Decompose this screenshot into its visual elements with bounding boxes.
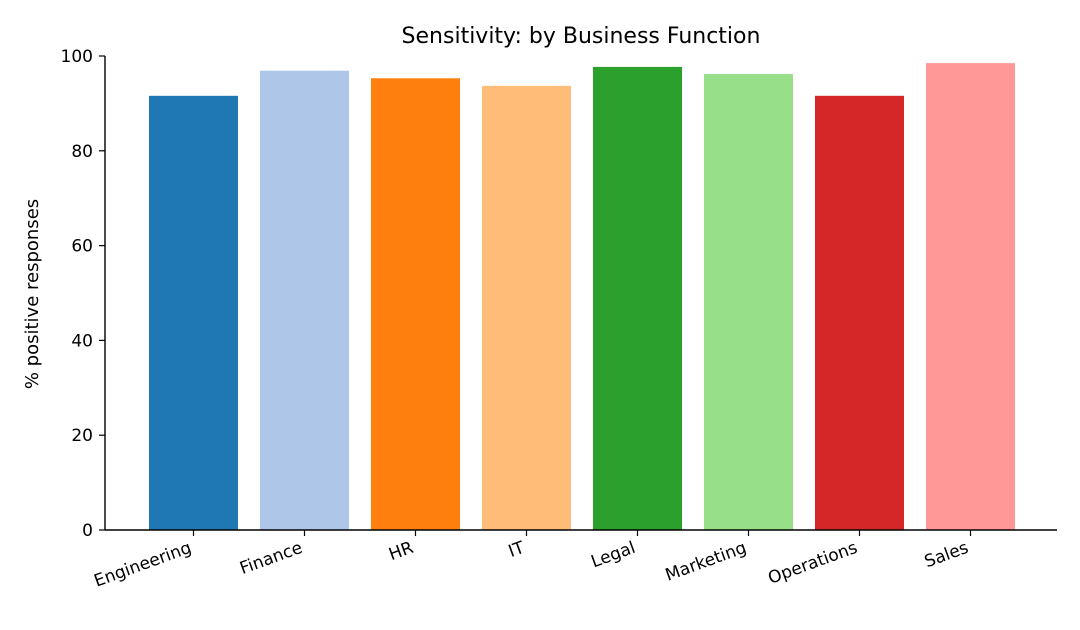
bar-operations [815, 95, 904, 530]
x-tick-label-operations: Operations [766, 538, 861, 589]
x-tick-label-marketing: Marketing [663, 538, 749, 586]
x-tick-label-hr: HR [386, 538, 416, 565]
bar-marketing [704, 74, 793, 530]
x-tick-label-engineering: Engineering [92, 538, 195, 592]
x-tick-label-finance: Finance [237, 538, 305, 579]
x-tick-label-legal: Legal [589, 538, 639, 572]
y-tick-label-20: 20 [71, 426, 93, 446]
y-axis-label: % positive responses [22, 199, 43, 389]
y-tick-label-100: 100 [61, 47, 93, 67]
bar-finance [260, 70, 349, 530]
x-axis-ticks: Engineering Finance HR IT Legal Marketing Oper… [92, 530, 971, 592]
bar-hr [371, 78, 460, 530]
bar-sales [926, 63, 1015, 531]
bar-legal [593, 66, 682, 531]
x-tick-label-it: IT [506, 538, 528, 562]
chart-title: Sensitivity: by Business Function [402, 24, 761, 49]
y-axis-ticks: 0 20 40 60 80 100 [61, 47, 105, 541]
y-tick-label-60: 60 [71, 237, 93, 257]
y-tick-label-80: 80 [71, 142, 93, 162]
y-tick-label-40: 40 [71, 331, 93, 351]
bars-group [149, 63, 1015, 531]
x-tick-label-sales: Sales [922, 538, 971, 572]
y-tick-label-0: 0 [82, 521, 93, 541]
bar-it [482, 85, 571, 531]
bar-engineering [149, 95, 238, 530]
